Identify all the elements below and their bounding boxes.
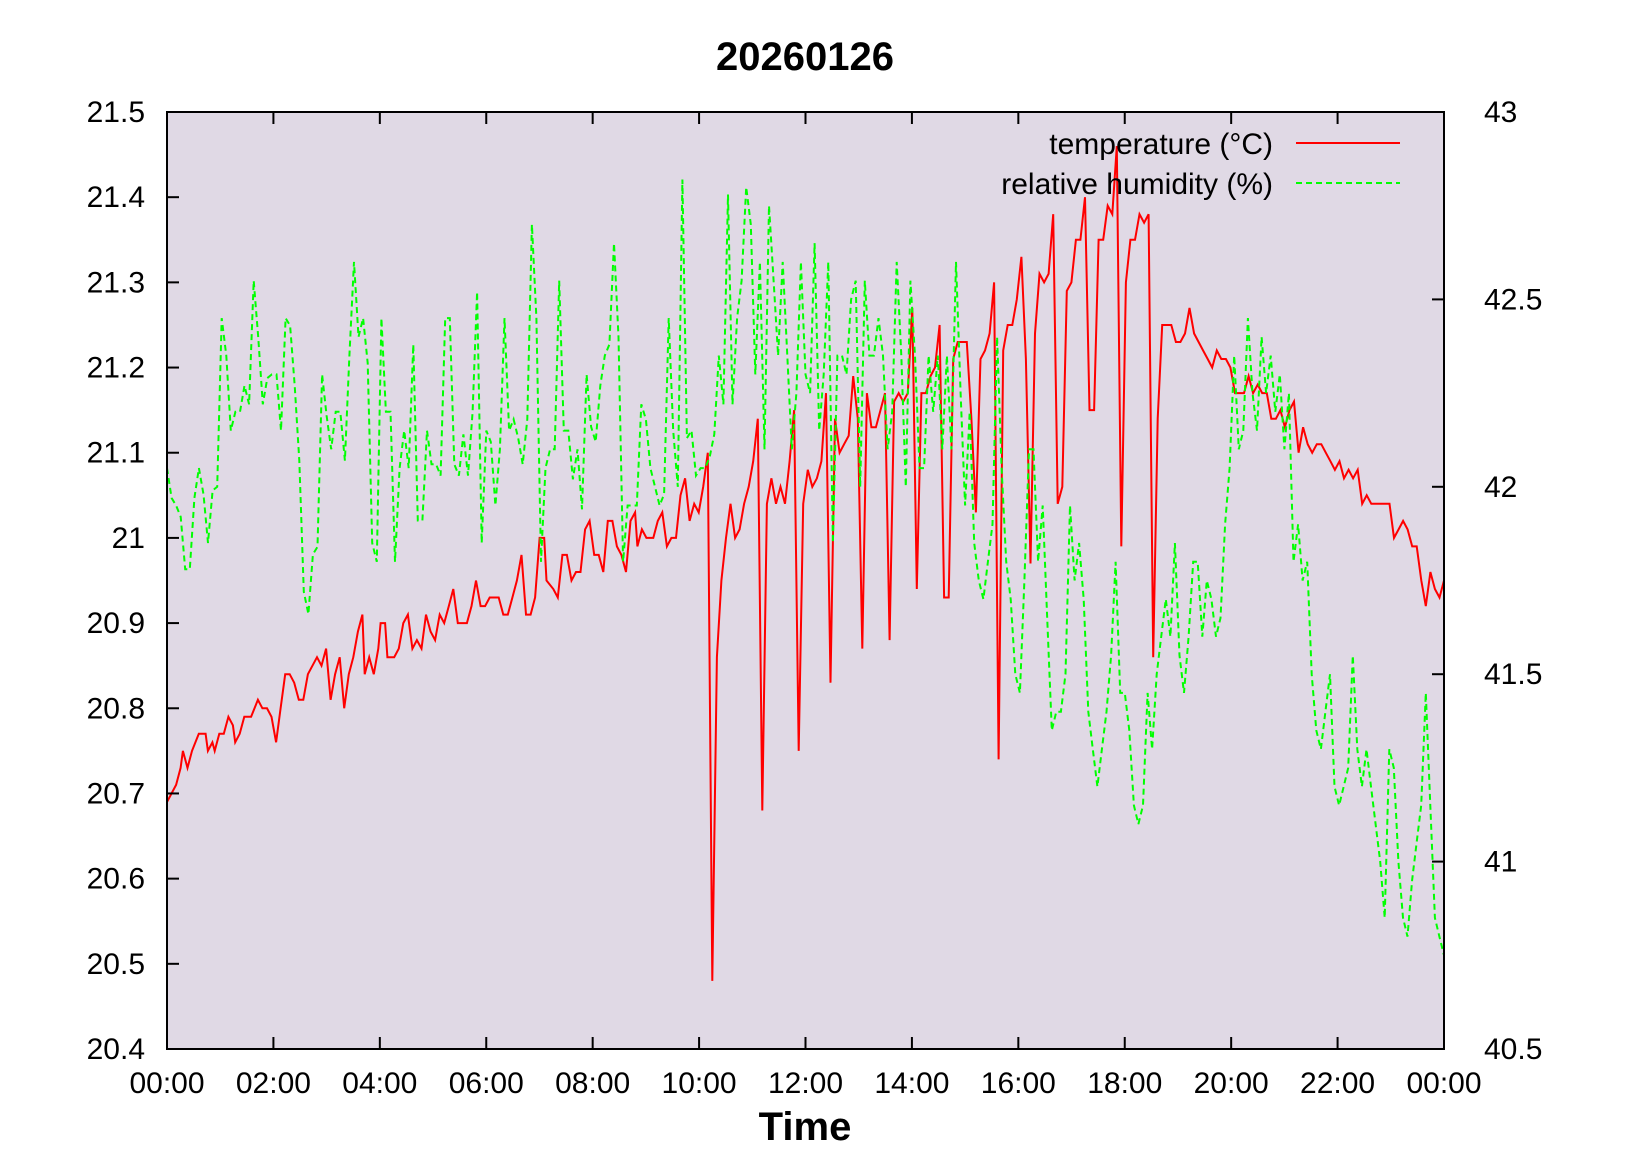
x-axis-label: Time [759,1105,852,1149]
y-tick-label: 20.6 [87,863,145,896]
y2-tick-label: 41.5 [1484,658,1542,691]
y-tick-label: 21 [112,522,145,555]
x-tick-label: 20:00 [1194,1067,1269,1100]
y-tick-label: 20.8 [87,692,145,725]
y-axis-right: 40.5 41 41.5 42 42.5 43 [1432,96,1542,1066]
humidity-series-line [166,179,1445,956]
series-layer [166,146,1445,981]
y-tick-label: 20.7 [87,777,145,810]
y-tick-label: 21.3 [87,266,145,299]
x-tick-label: 00:00 [129,1067,204,1100]
x-tick-label: 16:00 [981,1067,1056,1100]
y-tick-label: 21.1 [87,437,145,470]
x-tick-label: 14:00 [874,1067,949,1100]
x-tick-label: 02:00 [236,1067,311,1100]
legend-label-temperature: temperature (°C) [1049,128,1273,161]
chart-title: 20260126 [716,35,894,79]
y-tick-label: 21.4 [87,181,145,214]
y-tick-label: 20.5 [87,948,145,981]
y-axis-left: 20.4 20.5 20.6 20.7 20.8 20.9 21 21.1 21.2 21.3 21… [87,96,179,1066]
y2-tick-label: 40.5 [1484,1033,1542,1066]
x-tick-label: 18:00 [1087,1067,1162,1100]
y-tick-label: 21.2 [87,352,145,385]
y2-tick-label: 42 [1484,471,1517,504]
x-tick-label: 10:00 [662,1067,737,1100]
y-tick-label: 20.4 [87,1033,145,1066]
temperature-series-line [166,146,1445,981]
legend-label-relative-humidity: relative humidity (%) [1001,168,1273,201]
y2-tick-label: 43 [1484,96,1517,129]
x-tick-label: 08:00 [555,1067,630,1100]
x-axis: 00:00 02:00 04:00 06:00 08:00 10:00 12:00 14:00… [129,112,1482,1100]
plot-area [167,112,1444,1049]
x-tick-label: 12:00 [768,1067,843,1100]
x-tick-label: 00:00 [1406,1067,1481,1100]
y2-tick-label: 42.5 [1484,283,1542,316]
y-tick-label: 20.9 [87,607,145,640]
y-tick-label: 21.5 [87,96,145,129]
x-tick-label: 22:00 [1300,1067,1375,1100]
x-tick-label: 06:00 [449,1067,524,1100]
y2-tick-label: 41 [1484,846,1517,879]
x-tick-label: 04:00 [342,1067,417,1100]
legend: temperature (°C) relative humidity (%) [1001,128,1400,201]
